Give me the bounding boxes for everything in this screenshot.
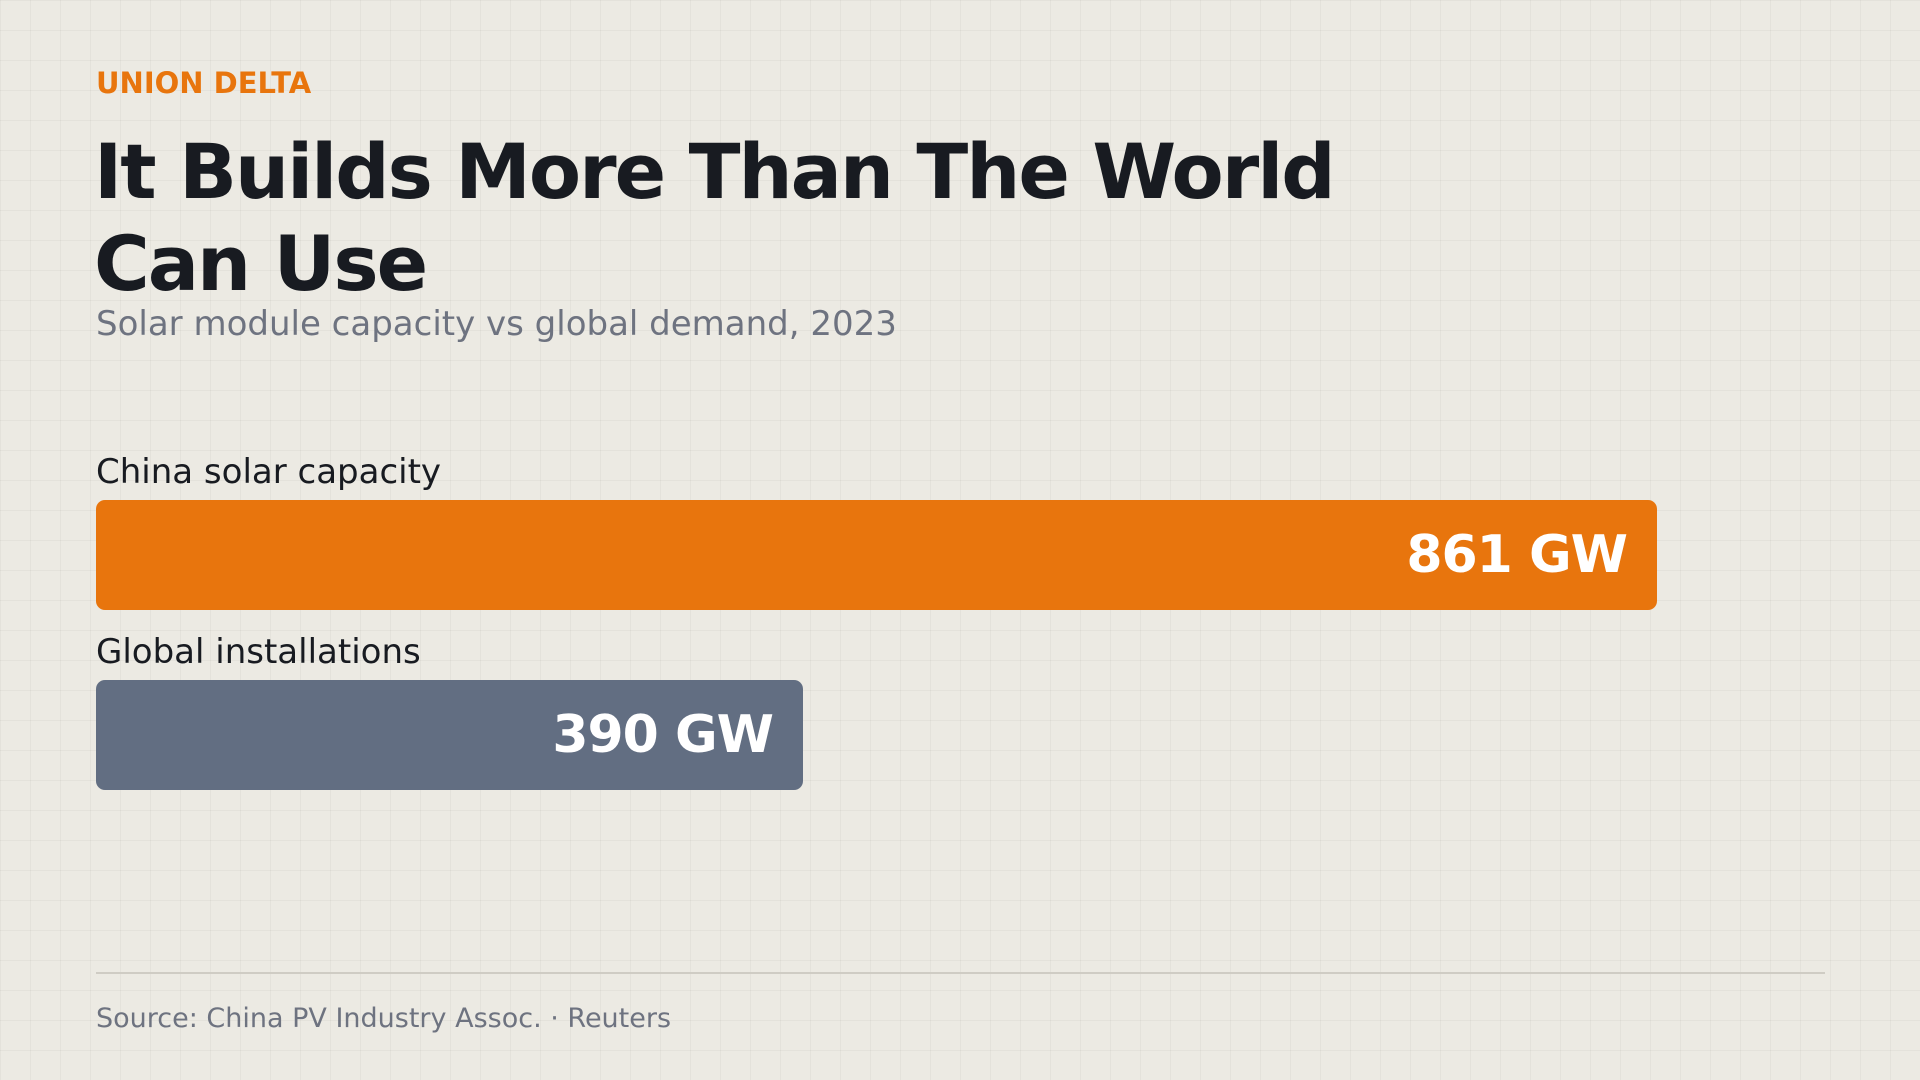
source-note: Source: China PV Industry Assoc. · Reute… — [96, 1003, 672, 1034]
bar-value-label: 861 GW — [1406, 525, 1628, 585]
bar: 390 GW — [96, 680, 803, 790]
bar: 861 GW — [96, 500, 1657, 610]
chart-subtitle: Solar module capacity vs global demand, … — [96, 304, 897, 344]
chart-title: It Builds More Than The World Can Use — [94, 127, 1336, 308]
bar-label: Global installations — [96, 632, 421, 672]
footer-divider — [96, 972, 1825, 974]
bar-label: China solar capacity — [96, 452, 442, 492]
bar-value-label: 390 GW — [552, 705, 774, 765]
brand-label: UNION DELTA — [96, 66, 312, 100]
